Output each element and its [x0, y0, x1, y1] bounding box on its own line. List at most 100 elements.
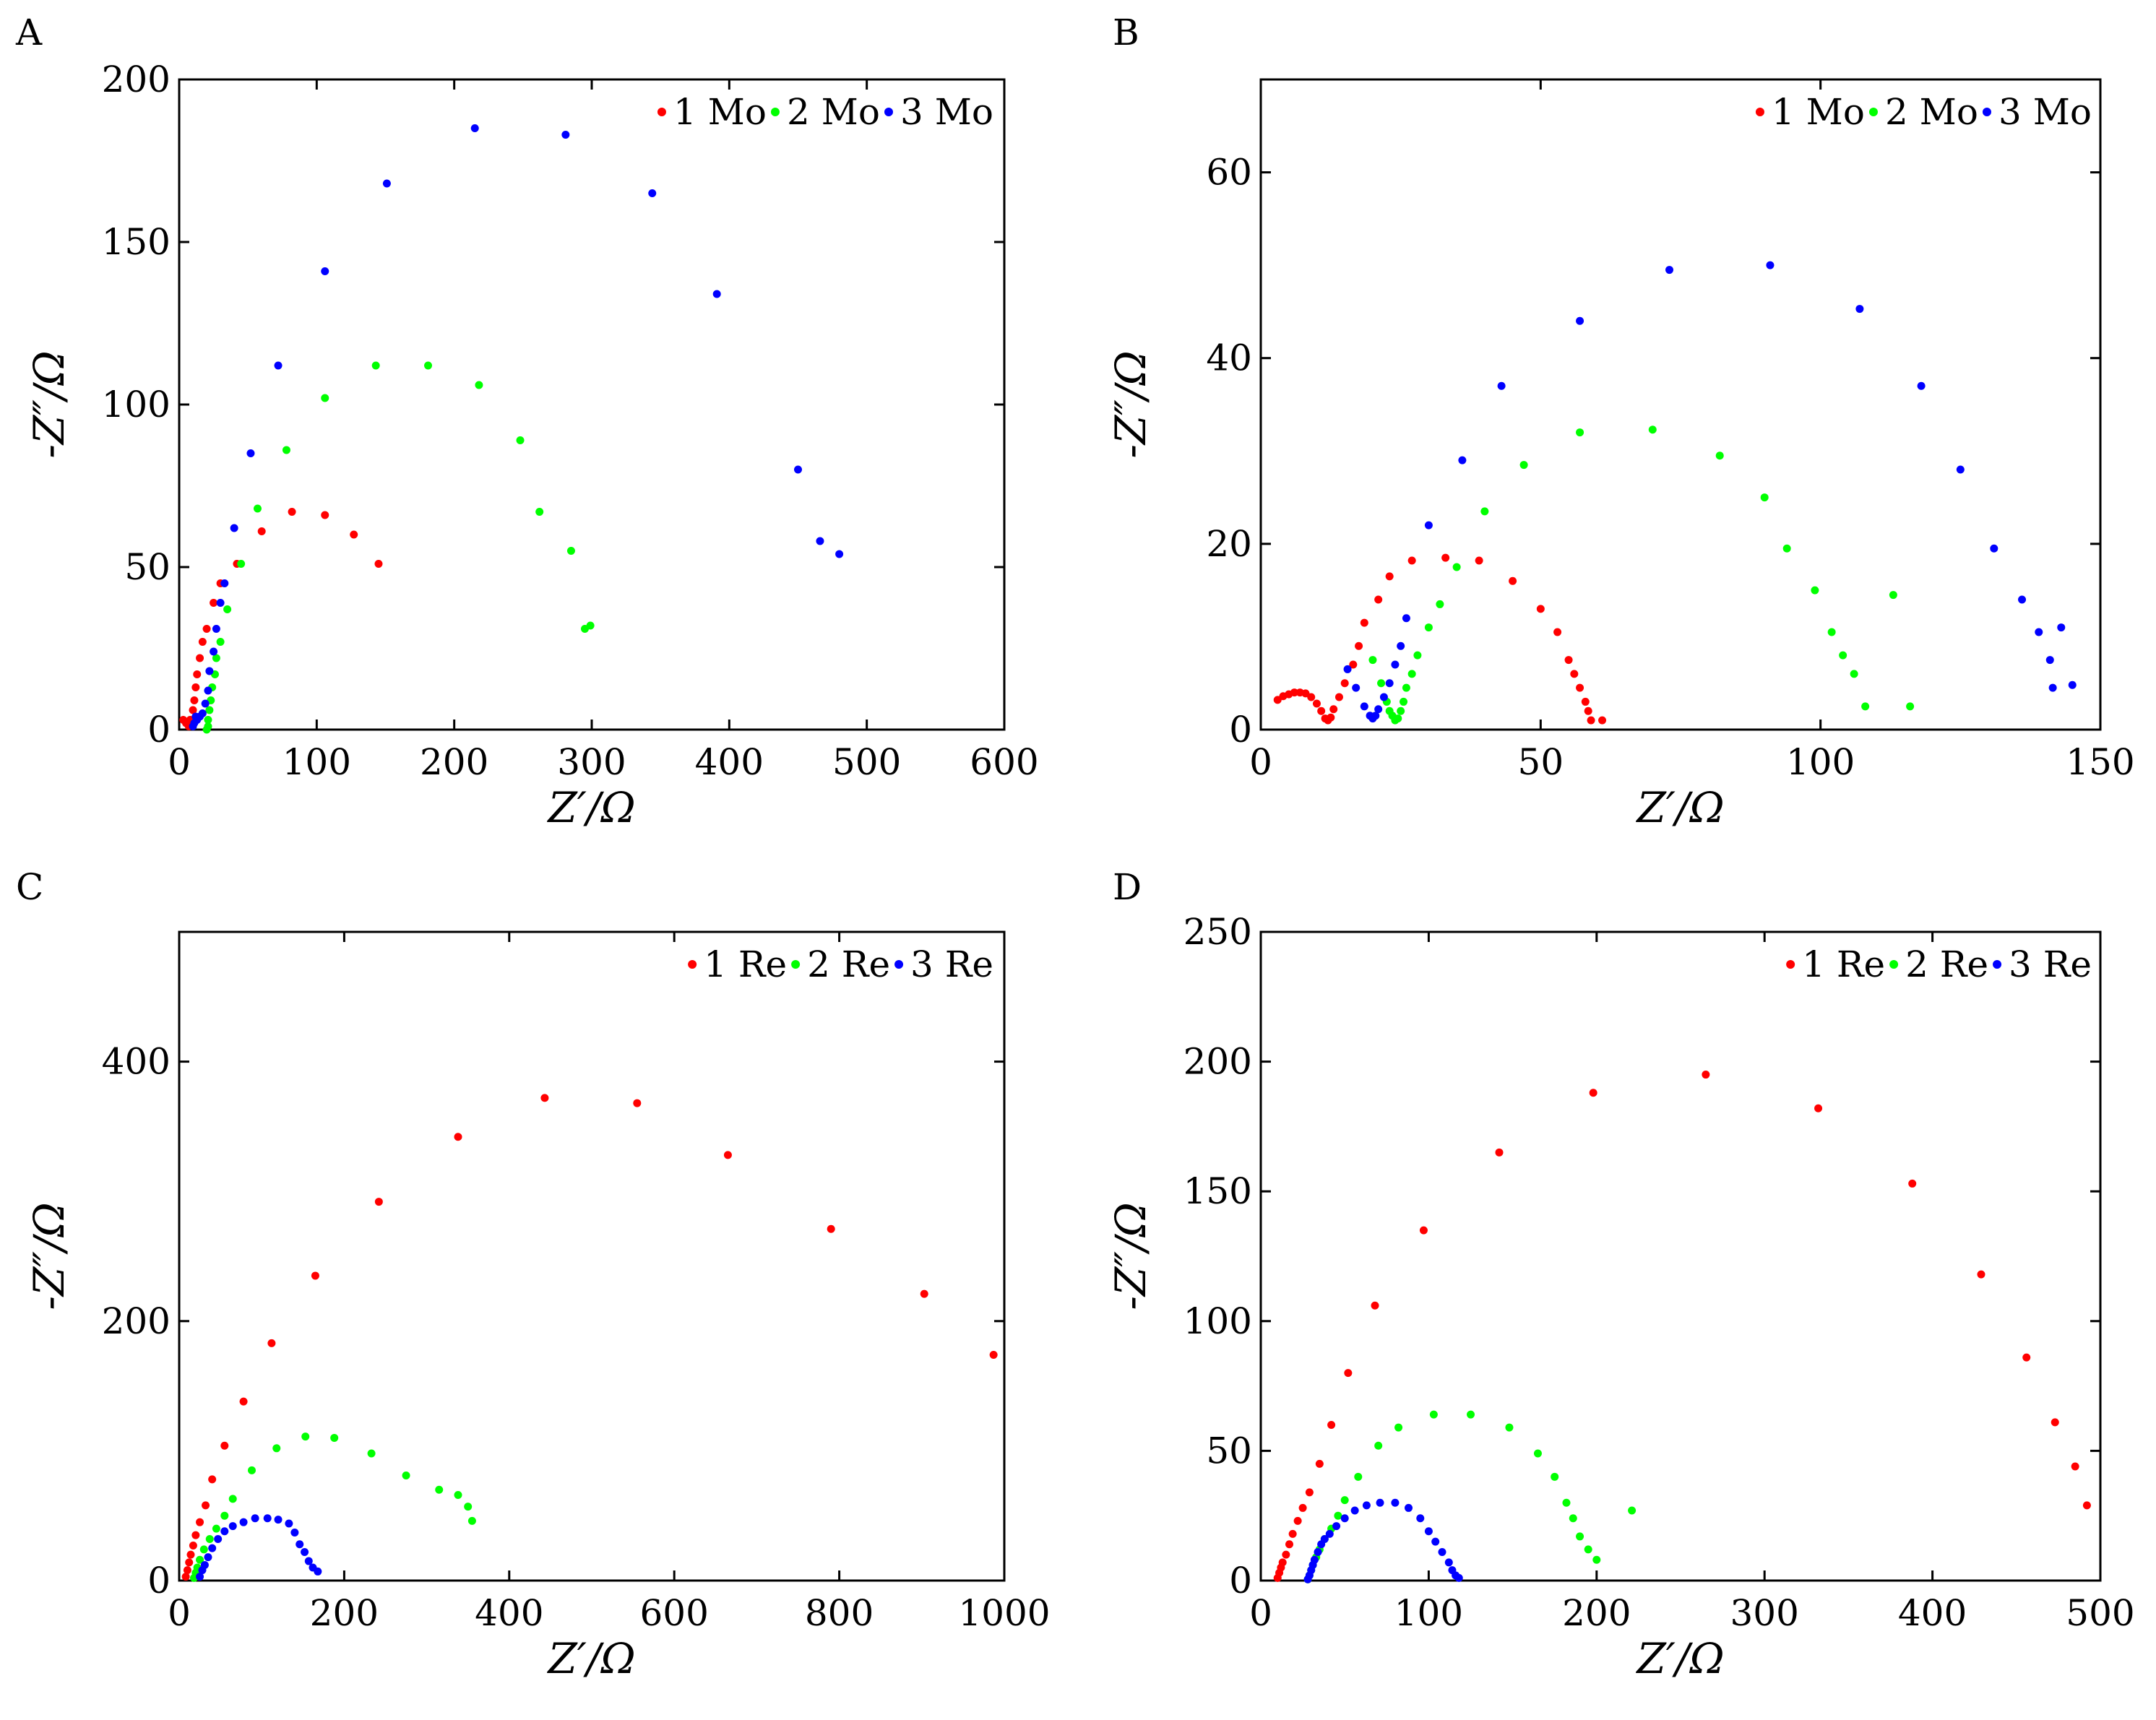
data-point — [205, 706, 214, 714]
data-point — [321, 267, 329, 275]
legend-marker — [657, 108, 666, 116]
data-point — [1576, 428, 1584, 437]
data-point — [1360, 702, 1368, 711]
legend-marker — [1868, 108, 1878, 116]
data-point — [1413, 651, 1422, 660]
series-2-mo — [1368, 425, 1915, 725]
data-point — [1282, 1550, 1290, 1559]
data-point — [1352, 683, 1361, 692]
series-3-re — [1303, 1498, 1463, 1583]
data-point — [1766, 261, 1775, 269]
data-point — [816, 537, 824, 545]
data-point — [1305, 1488, 1314, 1497]
x-tick-label: 500 — [832, 741, 901, 783]
data-point — [288, 508, 296, 516]
y-axis-label: -Z″/Ω — [1106, 350, 1155, 458]
data-point — [989, 1350, 998, 1359]
data-point — [2068, 680, 2077, 689]
series-3-re — [196, 1514, 322, 1581]
legend-marker — [688, 960, 697, 969]
data-point — [475, 381, 483, 389]
data-point — [1402, 614, 1410, 623]
data-point — [1581, 697, 1590, 706]
x-tick-label: 600 — [970, 741, 1038, 783]
data-point — [1334, 1511, 1342, 1520]
data-point — [282, 446, 290, 454]
data-point — [1360, 618, 1368, 627]
legend: 3 Mo 2 Mo 1 Mo — [657, 91, 993, 133]
data-point — [1385, 679, 1394, 688]
data-point — [1906, 702, 1915, 711]
data-point — [198, 709, 207, 717]
data-point — [1702, 1071, 1710, 1079]
y-tick-label: 100 — [1183, 1300, 1252, 1342]
data-point — [1310, 1555, 1319, 1564]
y-axis-label: -Z″/Ω — [1106, 1202, 1155, 1310]
data-point — [2048, 683, 2057, 692]
data-point — [204, 722, 212, 730]
data-point — [1314, 1547, 1322, 1556]
data-point — [296, 1540, 304, 1549]
series-1-re — [181, 1094, 998, 1581]
data-point — [223, 605, 232, 613]
data-point — [648, 189, 657, 197]
data-point — [230, 524, 238, 532]
data-point — [190, 696, 199, 704]
data-point — [1584, 706, 1592, 715]
data-point — [267, 1339, 276, 1347]
data-point — [321, 394, 329, 402]
data-point — [1424, 521, 1433, 530]
data-point — [1362, 1501, 1371, 1510]
data-point — [454, 1490, 462, 1499]
x-tick-label: 150 — [2066, 741, 2134, 783]
data-point — [2022, 1353, 2031, 1362]
data-point — [1298, 1503, 1307, 1512]
series-3-mo — [1343, 261, 2077, 723]
data-point — [1665, 266, 1674, 275]
data-point — [1592, 1555, 1601, 1564]
data-point — [1424, 1527, 1433, 1536]
data-point — [350, 530, 358, 539]
data-point — [367, 1449, 376, 1458]
data-point — [228, 1522, 237, 1531]
panel-a: A 0 100 200 300 400 500 600 0 50 100 150 200 Z′/Ω -Z″/… — [15, 12, 1039, 832]
data-point — [1407, 670, 1416, 678]
y-tick-label: 0 — [147, 709, 171, 751]
y-axis-label: -Z″/Ω — [25, 1202, 74, 1310]
data-point — [1589, 1089, 1597, 1097]
legend-label: 3 Mo — [1998, 91, 2092, 133]
data-point — [216, 599, 225, 607]
data-point — [1814, 1104, 1823, 1112]
x-tick-label: 0 — [168, 1592, 191, 1634]
data-point — [2018, 595, 2027, 604]
legend-label: 3 Re — [910, 943, 993, 985]
data-point — [1374, 1441, 1383, 1450]
data-point — [205, 667, 214, 675]
data-point — [1317, 706, 1326, 715]
data-point — [200, 1560, 209, 1569]
data-point — [1480, 507, 1489, 516]
data-point — [1564, 656, 1573, 665]
panel-label: C — [16, 866, 43, 908]
data-point — [1320, 1535, 1329, 1544]
data-point — [1273, 696, 1282, 704]
data-point — [196, 1555, 204, 1564]
data-point — [1452, 563, 1461, 571]
data-point — [1475, 556, 1483, 565]
data-point — [1405, 1503, 1413, 1512]
x-tick-label: 200 — [1562, 1592, 1631, 1634]
data-point — [1497, 381, 1506, 390]
data-point — [2082, 1501, 2091, 1510]
data-point — [1344, 1369, 1353, 1378]
data-point — [1290, 688, 1298, 697]
data-point — [1340, 679, 1349, 688]
y-tick-label: 40 — [1206, 337, 1252, 379]
data-point — [257, 527, 266, 535]
data-point — [210, 647, 218, 656]
data-point — [301, 1547, 309, 1556]
data-point — [202, 1501, 210, 1510]
legend: 3 Mo 2 Mo 1 Mo — [1755, 91, 2092, 133]
data-point — [1402, 683, 1410, 692]
data-point — [216, 638, 225, 646]
